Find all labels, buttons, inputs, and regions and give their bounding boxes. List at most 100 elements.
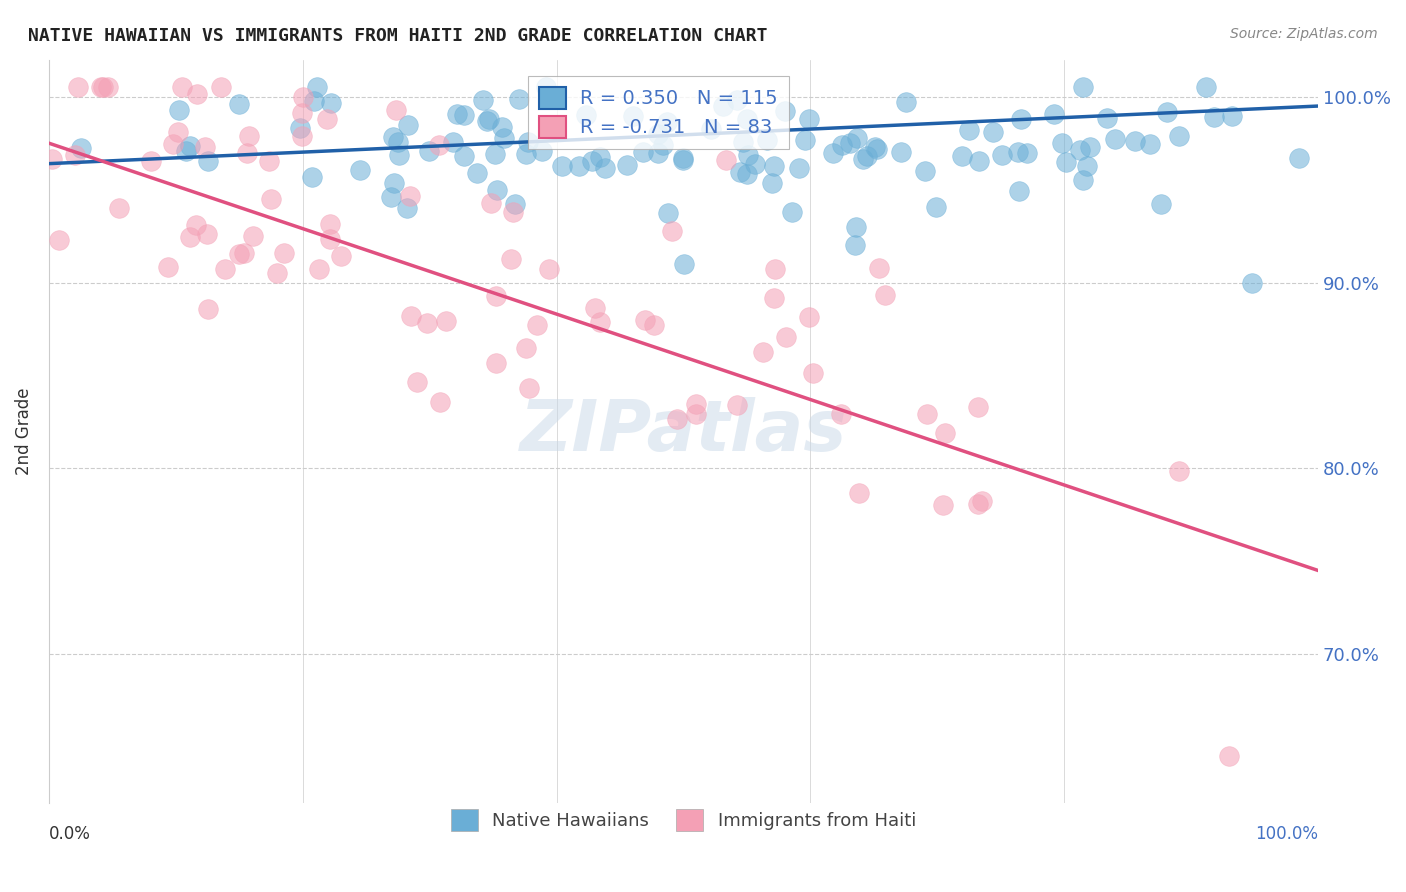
Point — [1076, 159, 1098, 173]
Point — [330, 249, 353, 263]
Point — [846, 131, 869, 145]
Point — [830, 407, 852, 421]
Point — [291, 106, 314, 120]
Point — [273, 245, 295, 260]
Point — [228, 97, 250, 112]
Point — [195, 227, 218, 241]
Point — [894, 95, 917, 109]
Point — [1156, 104, 1178, 119]
Point — [665, 411, 688, 425]
Point — [730, 164, 752, 178]
Point — [107, 201, 129, 215]
Point — [477, 114, 499, 128]
Point — [575, 107, 598, 121]
Point — [1150, 196, 1173, 211]
Point — [531, 144, 554, 158]
Point — [725, 93, 748, 107]
Point — [616, 158, 638, 172]
Point — [434, 314, 457, 328]
Point — [845, 219, 868, 234]
Point — [672, 152, 695, 166]
Point — [485, 289, 508, 303]
Point — [581, 154, 603, 169]
Point — [1010, 112, 1032, 127]
Point — [1078, 140, 1101, 154]
Point — [301, 170, 323, 185]
Point — [1202, 110, 1225, 124]
Point — [1125, 134, 1147, 148]
Point — [517, 381, 540, 395]
Point — [228, 246, 250, 260]
Point — [852, 152, 875, 166]
Point — [1052, 136, 1074, 151]
Point — [924, 200, 946, 214]
Point — [1071, 172, 1094, 186]
Point — [319, 217, 342, 231]
Point — [763, 261, 786, 276]
Point — [647, 145, 669, 160]
Point — [467, 166, 489, 180]
Point — [505, 197, 527, 211]
Point — [508, 92, 530, 106]
Point — [1218, 749, 1240, 764]
Point — [418, 144, 440, 158]
Point — [139, 153, 162, 168]
Point — [866, 142, 889, 156]
Point — [478, 112, 501, 126]
Point — [1220, 109, 1243, 123]
Point — [526, 318, 548, 333]
Point — [179, 229, 201, 244]
Point — [737, 147, 759, 161]
Text: 0.0%: 0.0% — [49, 825, 91, 843]
Point — [172, 80, 194, 95]
Point — [1043, 106, 1066, 120]
Point — [319, 232, 342, 246]
Point — [856, 148, 879, 162]
Point — [990, 148, 1012, 162]
Point — [714, 153, 737, 167]
Point — [1069, 143, 1091, 157]
Point — [481, 196, 503, 211]
Point — [453, 108, 475, 122]
Point — [186, 87, 208, 101]
Point — [388, 148, 411, 162]
Point — [647, 127, 669, 141]
Point — [179, 139, 201, 153]
Point — [672, 257, 695, 271]
Text: NATIVE HAWAIIAN VS IMMIGRANTS FROM HAITI 2ND GRADE CORRELATION CHART: NATIVE HAWAIIAN VS IMMIGRANTS FROM HAITI… — [28, 27, 768, 45]
Point — [655, 115, 678, 129]
Point — [492, 130, 515, 145]
Point — [197, 301, 219, 316]
Point — [634, 313, 657, 327]
Point — [931, 498, 953, 512]
Point — [288, 121, 311, 136]
Point — [950, 149, 973, 163]
Point — [755, 133, 778, 147]
Point — [174, 145, 197, 159]
Point — [793, 133, 815, 147]
Point — [91, 80, 114, 95]
Point — [499, 252, 522, 267]
Point — [661, 225, 683, 239]
Point — [484, 147, 506, 161]
Point — [970, 493, 993, 508]
Point — [70, 141, 93, 155]
Point — [821, 146, 844, 161]
Point — [685, 397, 707, 411]
Point — [735, 167, 758, 181]
Point — [966, 497, 988, 511]
Point — [589, 315, 612, 329]
Point — [235, 145, 257, 160]
Point — [1073, 80, 1095, 95]
Point — [382, 130, 405, 145]
Point — [699, 121, 721, 136]
Point — [266, 266, 288, 280]
Point — [233, 245, 256, 260]
Point — [863, 139, 886, 153]
Point — [453, 149, 475, 163]
Point — [967, 400, 990, 414]
Point — [868, 261, 890, 276]
Point — [429, 394, 451, 409]
Point — [568, 159, 591, 173]
Point — [775, 330, 797, 344]
